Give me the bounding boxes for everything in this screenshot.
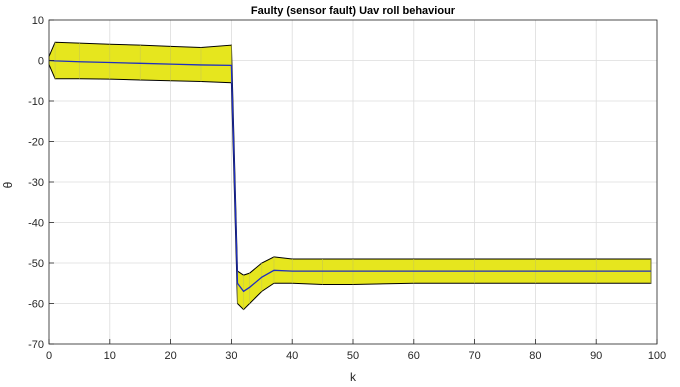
x-tick-label: 10	[104, 350, 116, 362]
confidence-band	[48, 41, 652, 311]
x-axis-label: k	[350, 370, 357, 384]
y-tick-label: -10	[28, 96, 44, 108]
y-tick-label: -40	[28, 218, 44, 230]
x-tick-label: 50	[347, 350, 359, 362]
x-tick-label: 90	[590, 350, 602, 362]
x-tick-label: 80	[529, 350, 541, 362]
x-tick-label: 20	[164, 350, 176, 362]
x-tick-label: 70	[468, 350, 480, 362]
x-tick-label: 60	[408, 350, 420, 362]
y-tick-label: -50	[28, 258, 44, 270]
chart-title: Faulty (sensor fault) Uav roll behaviour	[251, 5, 456, 17]
center-line	[48, 59, 651, 293]
y-axis-label: θ	[1, 181, 15, 188]
x-tick-label: 0	[46, 350, 52, 362]
y-tick-label: -70	[28, 339, 44, 351]
x-tick-label: 100	[648, 350, 666, 362]
y-tick-label: -60	[28, 299, 44, 311]
y-tick-label: 0	[38, 56, 44, 68]
x-axis-ticks: 0 10 20 30 40 50 60 70 80 90 100	[46, 339, 666, 362]
x-tick-label: 40	[286, 350, 298, 362]
y-tick-label: 10	[32, 15, 44, 27]
y-tick-label: -20	[28, 137, 44, 149]
y-axis-ticks: 10 0 -10 -20 -30 -40 -50 -60 -70	[28, 15, 54, 351]
roll-series-line	[48, 59, 651, 293]
x-tick-label: 30	[225, 350, 237, 362]
y-tick-label: -30	[28, 177, 44, 189]
